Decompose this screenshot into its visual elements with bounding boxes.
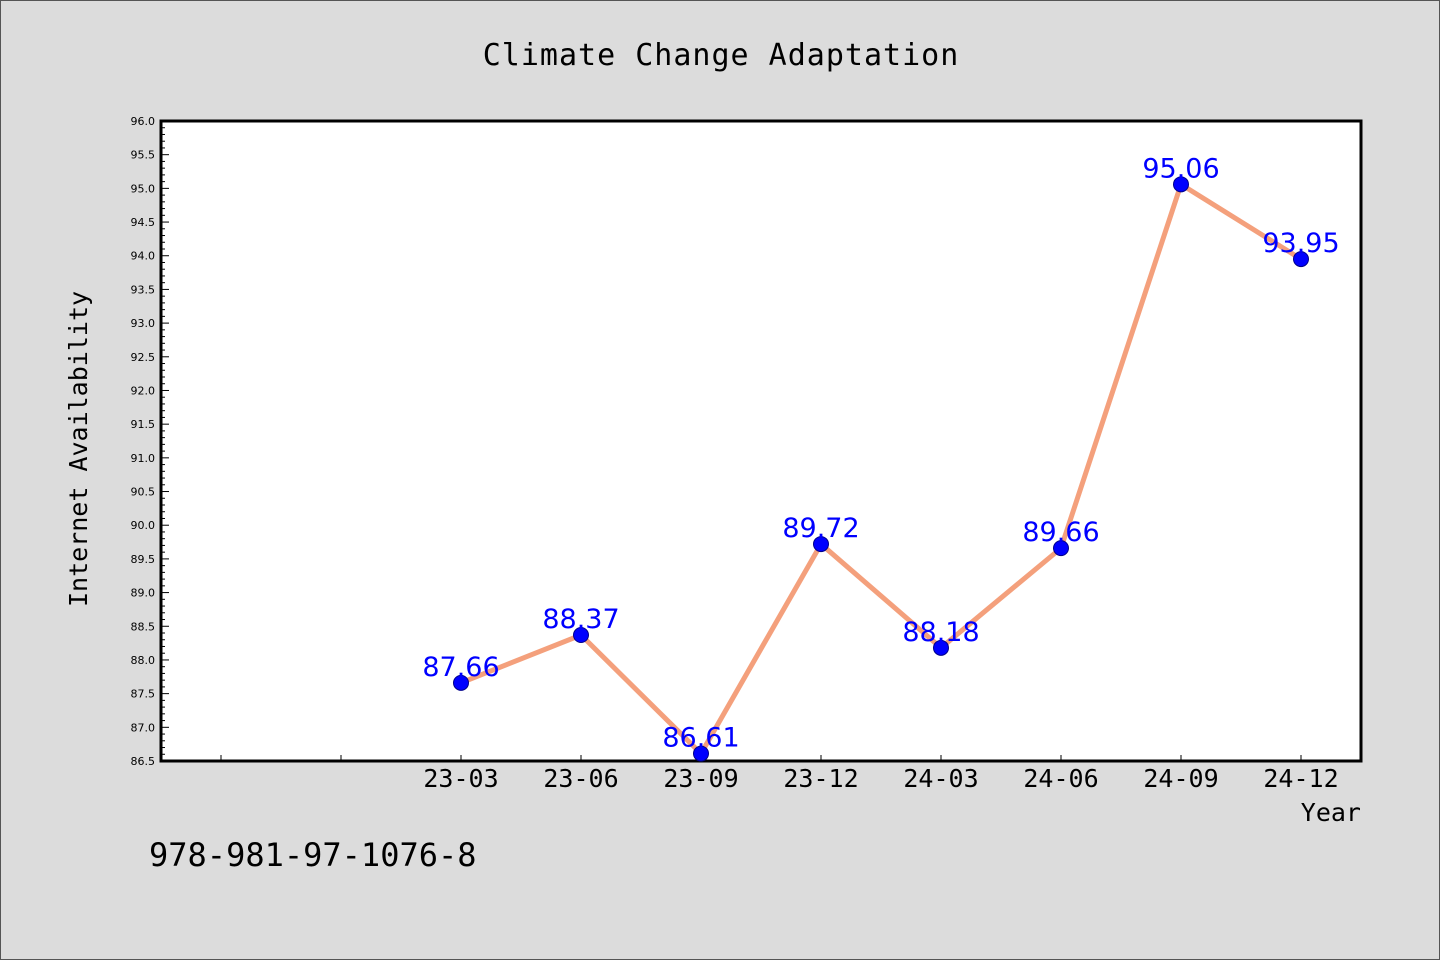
series-line	[458, 181, 1304, 757]
y-tick-label: 96.0	[131, 115, 156, 128]
data-labels: 87.66 88.37 86.61 89.72 88.18 89.66 95.06 93.95	[422, 153, 1339, 753]
x-tick-label: 24-09	[1143, 764, 1218, 793]
data-value-label: 88.18	[902, 617, 979, 648]
data-point	[1053, 540, 1069, 557]
data-point	[693, 745, 709, 762]
y-tick-label: 91.0	[131, 452, 156, 465]
data-value-label: 87.66	[422, 652, 499, 683]
x-tick-label: 23-03	[423, 764, 498, 793]
x-tick-label: 24-06	[1023, 764, 1098, 793]
x-tick-label: 24-12	[1263, 764, 1338, 793]
y-tick-label: 88.5	[131, 620, 156, 633]
y-tick-label: 90.5	[131, 486, 156, 499]
plot-area	[159, 119, 1363, 763]
y-tick-label: 95.0	[131, 182, 156, 195]
y-tick-label: 87.5	[131, 688, 156, 701]
y-tick-label: 94.0	[131, 250, 156, 263]
chart-title: Climate Change Adaptation	[483, 38, 960, 73]
data-point	[1173, 176, 1189, 193]
data-point	[813, 536, 829, 553]
data-value-label: 95.06	[1142, 153, 1219, 184]
y-tick-label: 89.5	[131, 553, 156, 566]
data-value-label: 89.66	[1022, 517, 1099, 548]
y-tick-label: 94.5	[131, 216, 156, 229]
data-value-label: 86.61	[662, 723, 739, 754]
y-tick-label: 86.5	[131, 755, 156, 768]
y-tick-label: 92.5	[131, 351, 156, 364]
data-point	[933, 639, 949, 656]
x-tick-label: 23-12	[783, 764, 858, 793]
y-tick-label: 87.0	[131, 721, 156, 734]
x-axis-label: Year	[1301, 798, 1361, 827]
data-point	[453, 674, 469, 691]
y-tick-label: 91.5	[131, 418, 156, 431]
y-tick-label: 93.0	[131, 317, 156, 330]
data-value-label: 93.95	[1262, 228, 1339, 259]
isbn-text: 978-981-97-1076-8	[149, 836, 477, 874]
series-layer	[453, 176, 1309, 762]
y-axis-label: Internet Availability	[64, 291, 93, 607]
x-tick-label: 23-09	[663, 764, 738, 793]
y-tick-label: 90.0	[131, 519, 156, 532]
y-tick-label: 92.0	[131, 384, 156, 397]
data-value-label: 88.37	[542, 604, 619, 635]
data-value-label: 89.72	[782, 513, 859, 544]
data-point	[573, 627, 589, 644]
data-point	[1293, 251, 1309, 268]
x-tick-label: 24-03	[903, 764, 978, 793]
y-tick-label: 89.0	[131, 587, 156, 600]
x-tick-label: 23-06	[543, 764, 618, 793]
y-axis-ticks: 86.5 87.0 87.5 88.0 88.5 89.0 89.5 90.0 90.5 91.0…	[131, 115, 169, 768]
y-tick-label: 88.0	[131, 654, 156, 667]
y-tick-label: 95.5	[131, 149, 156, 162]
y-tick-label: 93.5	[131, 283, 156, 296]
x-axis-ticks: 23-03 23-06 23-09 23-12 24-03 24-06 24-09 24-12	[220, 755, 1339, 793]
